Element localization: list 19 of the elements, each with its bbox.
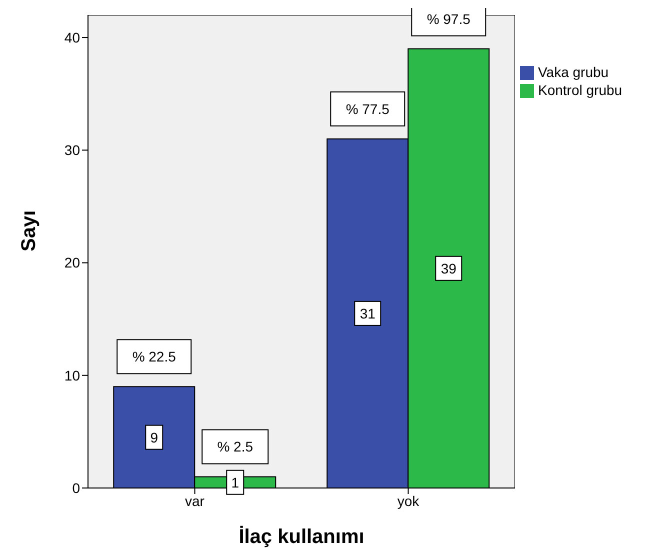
data-label: 1 xyxy=(231,474,240,490)
x-axis-title: İlaç kullanımı xyxy=(238,525,364,548)
y-tick-label: 30 xyxy=(64,142,80,158)
data-label: 39 xyxy=(440,260,457,276)
y-tick-label: 0 xyxy=(72,480,80,496)
legend-label: Vaka grubu xyxy=(538,64,609,80)
annotation: % 22.5 xyxy=(132,348,176,365)
x-tick-label: var xyxy=(185,492,205,509)
annotation: % 77.5 xyxy=(346,100,390,117)
legend-label: Kontrol grubu xyxy=(538,82,622,98)
x-tick-label: yok xyxy=(397,492,420,509)
y-tick-label: 20 xyxy=(64,254,80,271)
y-tick-label: 10 xyxy=(64,367,80,384)
annotation: % 2.5 xyxy=(217,438,254,455)
y-tick-label: 40 xyxy=(64,29,80,46)
data-label: 9 xyxy=(150,429,158,446)
annotation: % 97.5 xyxy=(426,10,471,27)
data-label: 31 xyxy=(360,305,376,322)
y-axis-title: Sayı xyxy=(18,210,40,252)
